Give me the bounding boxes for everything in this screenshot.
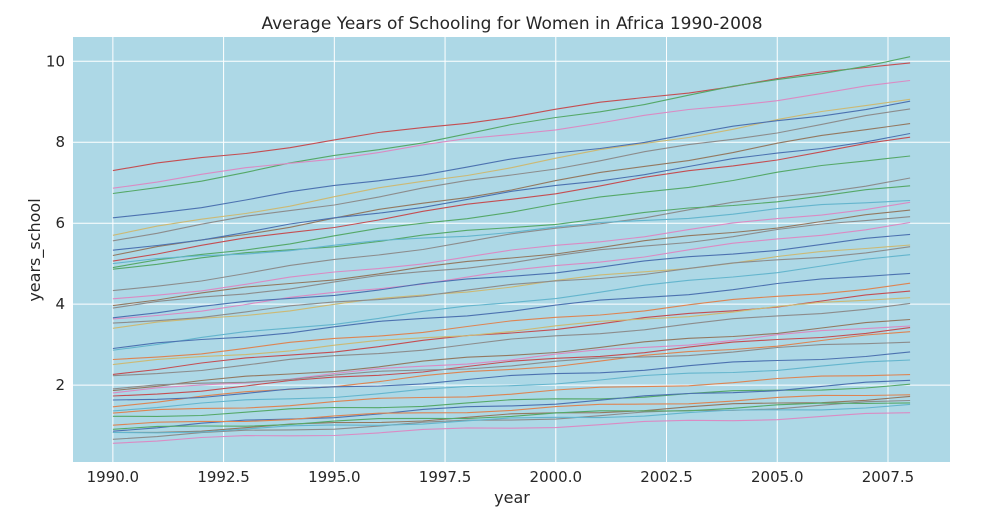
y-tick-label: 6 [55, 214, 65, 232]
y-tick-label: 10 [46, 52, 65, 70]
x-tick-label: 1995.0 [308, 468, 361, 486]
series-line [112, 155, 911, 269]
series-line [112, 272, 911, 350]
series-line [112, 399, 911, 440]
x-tick-label: 2002.5 [640, 468, 693, 486]
series-line [112, 351, 911, 401]
series-line [112, 254, 911, 351]
series-line [112, 297, 911, 366]
series-line [112, 394, 911, 426]
x-tick-label: 2000.0 [530, 468, 583, 486]
x-tick-label: 2007.5 [862, 468, 915, 486]
series-line [112, 290, 911, 375]
x-axis-label: year [494, 488, 530, 507]
series-line [112, 177, 911, 292]
series-line [112, 185, 911, 270]
series-line [112, 402, 911, 430]
series-line [112, 136, 911, 262]
series-line [112, 216, 911, 309]
y-tick-label: 8 [55, 133, 65, 151]
series-line [112, 395, 911, 434]
series-line [112, 79, 911, 189]
series-line [112, 374, 911, 414]
series-line [112, 341, 911, 390]
series-line [112, 331, 911, 408]
y-axis-ticks: 2 4 6 8 10 [46, 52, 65, 394]
series-line [112, 132, 911, 251]
series-line [112, 201, 911, 300]
series-line [112, 282, 911, 361]
series-line [112, 209, 911, 307]
x-tick-label: 1990.0 [87, 468, 140, 486]
series-line [112, 62, 911, 172]
series-line [112, 108, 911, 242]
series-line [112, 56, 911, 195]
series-line [112, 318, 911, 392]
x-axis-ticks: 1990.0 1992.5 1995.0 1997.5 2000.0 2002.5 2005… [87, 468, 915, 486]
series-line [112, 359, 911, 412]
series-line [112, 98, 911, 236]
series-line [112, 221, 911, 320]
x-tick-label: 1992.5 [197, 468, 250, 486]
series-line [112, 244, 911, 329]
series-line [112, 325, 911, 394]
series-line [112, 302, 911, 377]
series-lines [112, 56, 911, 444]
series-line [112, 412, 911, 444]
series-line [112, 233, 911, 319]
series-line [112, 246, 911, 324]
series-line [112, 199, 911, 265]
series-line [112, 123, 911, 257]
series-line [112, 327, 911, 397]
y-tick-label: 2 [55, 376, 65, 394]
x-tick-label: 2005.0 [751, 468, 804, 486]
chart-title: Average Years of Schooling for Women in … [261, 14, 762, 34]
series-line [112, 100, 911, 219]
y-tick-label: 4 [55, 295, 65, 313]
y-axis-label: years_school [25, 198, 45, 301]
series-line [112, 379, 911, 432]
series-line [112, 403, 911, 434]
x-tick-label: 1997.5 [419, 468, 472, 486]
